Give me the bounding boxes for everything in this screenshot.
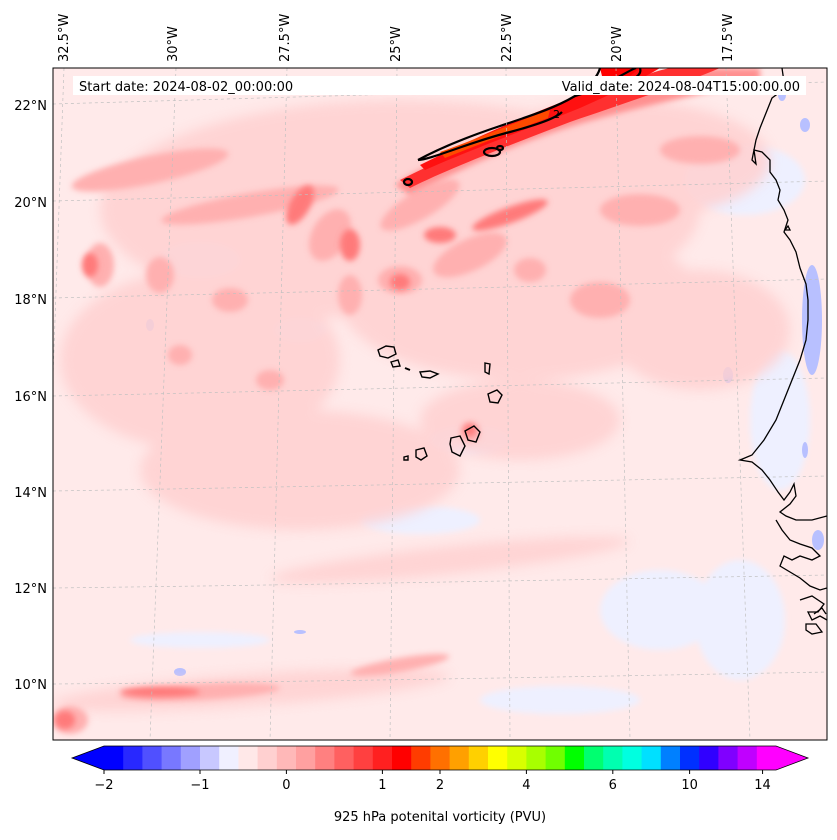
colorbar-under-triangle (72, 746, 104, 770)
colorbar-swatch (468, 746, 489, 770)
lon-label: 22.5°W (500, 14, 515, 62)
colorbar-swatch (296, 746, 316, 770)
colorbar-swatch (545, 746, 566, 770)
map-panel: 2 (53, 68, 827, 740)
colorbar-swatch (622, 746, 643, 770)
colorbar-tick-label: 6 (609, 778, 617, 793)
colorbar-swatch (200, 746, 220, 770)
colorbar-tick-label: 2 (436, 778, 444, 793)
colorbar-swatch (449, 746, 470, 770)
start-date-title: Start date: 2024-08-02_00:00:00 (79, 80, 293, 95)
title-band (73, 76, 806, 95)
colorbar-swatch (641, 746, 662, 770)
colorbar-swatch (372, 746, 393, 770)
colorbar-swatch (104, 746, 124, 770)
colorbar-over-triangle (776, 746, 808, 770)
colorbar-tick-label: 10 (681, 778, 698, 793)
colorbar-swatch (564, 746, 585, 770)
lat-label: 16°N (14, 390, 47, 405)
colorbar-swatch (353, 746, 374, 770)
colorbar-swatch (488, 746, 508, 770)
valid-date-title: Valid_date: 2024-08-04T15:00:00.00 (562, 80, 800, 95)
lat-label: 18°N (14, 293, 47, 308)
colorbar-swatch (430, 746, 451, 770)
colorbar-swatch (756, 746, 777, 770)
colorbar-swatch (660, 746, 681, 770)
colorbar-swatch (142, 746, 163, 770)
colorbar-swatch (411, 746, 431, 770)
lat-label: 12°N (14, 582, 47, 597)
contour-label: 2 (553, 108, 560, 121)
latitude-labels: 22°N 20°N 18°N 16°N 14°N 12°N 10°N (14, 99, 47, 693)
map-frame (52, 67, 828, 741)
lon-label: 30°W (166, 26, 181, 62)
lon-label: 27.5°W (278, 14, 293, 62)
colorbar-swatch (180, 746, 201, 770)
colorbar-ticks: −2 −1 0 1 2 4 6 10 14 (94, 770, 771, 793)
lon-label: 32.5°W (57, 14, 72, 62)
colorbar-swatch (526, 746, 547, 770)
colorbar-tick-label: 0 (282, 778, 290, 793)
african-coastline (737, 68, 827, 635)
colorbar-swatch (161, 746, 182, 770)
colorbar-swatch (219, 746, 239, 770)
lat-label: 20°N (14, 196, 47, 211)
colorbar-swatch (584, 746, 604, 770)
colorbar-swatch (257, 746, 278, 770)
colorbar-swatch (507, 746, 527, 770)
colorbar-tick-label: −2 (94, 778, 113, 793)
cape-verde-islands (377, 345, 503, 461)
lon-label: 17.5°W (721, 14, 736, 62)
lat-label: 22°N (14, 99, 47, 114)
colorbar: −2 −1 0 1 2 4 6 10 14 925 hPa potenital vorticit… (70, 745, 810, 825)
colorbar-swatch (699, 746, 719, 770)
colorbar-swatch (123, 746, 143, 770)
colorbar-swatch (238, 746, 259, 770)
colorbar-swatch (334, 746, 355, 770)
colorbar-swatches (104, 746, 777, 770)
colorbar-swatch (603, 746, 623, 770)
colorbar-swatch (392, 746, 412, 770)
colorbar-label: 925 hPa potenital vorticity (PVU) (334, 810, 546, 825)
lat-label: 10°N (14, 678, 47, 693)
colorbar-tick-label: 1 (378, 778, 386, 793)
lon-label: 25°W (389, 26, 404, 62)
lon-label: 20°W (610, 26, 625, 62)
longitude-labels: 32.5°W 30°W 27.5°W 25°W 22.5°W 20°W 17.5… (57, 14, 736, 62)
colorbar-tick-label: 14 (754, 778, 771, 793)
colorbar-swatch (718, 746, 739, 770)
colorbar-swatch (680, 746, 700, 770)
colorbar-tick-label: −1 (190, 778, 209, 793)
strong-pv-streaks (55, 185, 548, 729)
colorbar-swatch (737, 746, 758, 770)
colorbar-tick-label: 4 (522, 778, 530, 793)
colorbar-swatch (276, 746, 297, 770)
lat-label: 14°N (14, 486, 47, 501)
colorbar-swatch (315, 746, 335, 770)
